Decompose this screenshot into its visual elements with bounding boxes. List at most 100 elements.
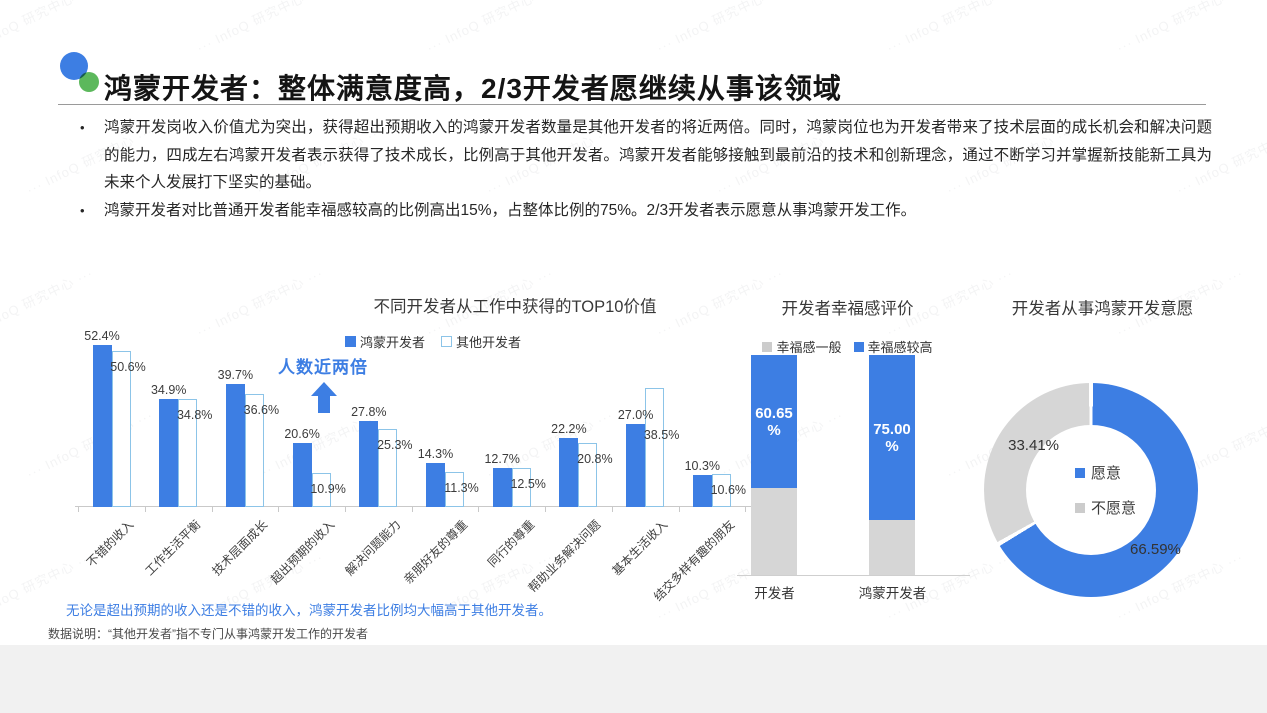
legend-label: 鸿蒙开发者 xyxy=(360,335,426,350)
data-note: 数据说明：“其他开发者”指不专门从事鸿蒙开发工作的开发者 xyxy=(48,627,368,641)
bar-other xyxy=(378,428,398,507)
axis-tick xyxy=(745,507,747,512)
legend-label: 幸福感一般 xyxy=(776,340,842,355)
bar-hongmeng xyxy=(359,421,379,507)
segment-high-happiness: 75.00% xyxy=(869,355,915,520)
bar-value-label: 20.8% xyxy=(577,451,613,466)
legend-label: 幸福感较高 xyxy=(867,340,933,355)
top10-chart-title: 不同开发者从工作中获得的TOP10价值 xyxy=(373,298,657,316)
segment-value-label: 60.65% xyxy=(755,404,793,439)
bar-value-label: 10.3% xyxy=(684,459,721,474)
category-label: 解决问题能力 xyxy=(342,517,404,579)
bar-value-label: 39.7% xyxy=(217,368,254,383)
bar-value-label: 22.2% xyxy=(551,422,587,437)
happiness-axis xyxy=(737,575,970,576)
bar-hongmeng xyxy=(426,462,445,507)
legend-item-other: 其他开发者 xyxy=(441,332,521,351)
axis-tick xyxy=(611,507,613,512)
insight-note: 无论是超出预期的收入还是不错的收入，鸿蒙开发者比例均大幅高于其他开发者。 xyxy=(66,603,552,618)
legend-item-hongmeng: 鸿蒙开发者 xyxy=(345,332,425,351)
bar-hongmeng xyxy=(92,345,112,507)
green-circle-icon xyxy=(79,72,99,92)
happiness-category-label: 鸿蒙开发者 xyxy=(858,586,927,601)
willingness-donut xyxy=(984,383,1198,597)
summary-bullets: 鸿蒙开发岗收入价值尤为突出，获得超出预期收入的鸿蒙开发者数量是其他开发者的将近两… xyxy=(76,114,1212,224)
bar-hongmeng xyxy=(225,384,245,507)
willingness-chart-title: 开发者从事鸿蒙开发意愿 xyxy=(1011,300,1194,318)
donut-legend-willing: 愿意 xyxy=(1075,462,1121,483)
legend-label: 愿意 xyxy=(1091,465,1122,482)
footer-bar: HUAWEI 极客邦科技双数研究院 InfoQ 研究中心 xyxy=(0,645,1267,713)
axis-tick xyxy=(545,507,547,512)
bar-hongmeng xyxy=(159,399,179,507)
donut-value-willing: 66.59% xyxy=(1130,541,1181,558)
bar-value-label: 50.6% xyxy=(110,359,146,374)
legend-label: 不愿意 xyxy=(1091,500,1137,517)
bar-other xyxy=(445,472,464,507)
segment-value-label: 75.00% xyxy=(873,420,911,455)
up-arrow-icon xyxy=(311,382,337,413)
slide-bullet-icon xyxy=(60,52,100,94)
bullet-item: 鸿蒙开发岗收入价值尤为突出，获得超出预期收入的鸿蒙开发者数量是其他开发者的将近两… xyxy=(76,114,1212,197)
axis-tick xyxy=(478,507,480,512)
bar-value-label: 38.5% xyxy=(643,427,680,442)
legend-item-high: 幸福感较高 xyxy=(853,337,933,356)
donut-value-unwilling: 33.41% xyxy=(1008,437,1059,454)
bar-value-label: 12.7% xyxy=(484,451,520,466)
bar-value-label: 27.0% xyxy=(617,407,654,422)
category-label: 技术层面成长 xyxy=(209,517,271,579)
axis-tick xyxy=(211,507,213,512)
category-label: 不错的收入 xyxy=(84,517,137,570)
category-label: 基本生活收入 xyxy=(609,517,671,579)
bar-value-label: 11.3% xyxy=(444,481,479,496)
category-label: 工作生活平衡 xyxy=(142,517,204,579)
category-label: 超出预期的收入 xyxy=(267,517,337,587)
bar-value-label: 14.3% xyxy=(417,446,454,461)
blue-square-icon xyxy=(345,336,356,347)
axis-tick xyxy=(278,507,280,512)
segment-high-happiness: 60.65% xyxy=(751,355,797,489)
axis-tick xyxy=(144,507,146,512)
outline-square-icon xyxy=(441,336,453,347)
bar-other xyxy=(511,468,531,507)
gray-square-icon xyxy=(762,341,773,352)
happiness-legend: 幸福感一般 幸福感较高 xyxy=(740,337,955,356)
bullet-item: 鸿蒙开发者对比普通开发者能幸福感较高的比例高出15%，占整体比例的75%。2/3… xyxy=(76,197,1212,225)
bar-other xyxy=(178,399,198,507)
bar-value-label: 10.6% xyxy=(710,483,747,498)
annotation-text: 人数近两倍 xyxy=(278,358,368,377)
happiness-bars: 60.65% 75.00% xyxy=(737,355,970,575)
bar-hongmeng xyxy=(492,467,512,507)
axis-tick xyxy=(78,507,80,512)
bar-hongmeng xyxy=(559,438,579,507)
bar-value-label: 34.8% xyxy=(176,408,213,423)
stacked-column: 60.65% xyxy=(751,355,797,575)
segment-normal-happiness xyxy=(751,488,797,575)
category-label: 亲朋好友的尊重 xyxy=(401,517,471,587)
bar-other xyxy=(311,473,331,507)
title-divider xyxy=(58,104,1206,105)
donut-legend-unwilling: 不愿意 xyxy=(1075,497,1136,518)
page-title: 鸿蒙开发者：整体满意度高，2/3开发者愿继续从事该领域 xyxy=(104,72,842,104)
bar-other xyxy=(711,474,731,507)
happiness-category-label: 开发者 xyxy=(754,586,795,601)
donut-hole xyxy=(1026,425,1156,555)
bar-hongmeng xyxy=(292,443,312,507)
blue-square-icon xyxy=(853,341,864,352)
top10-plot: 52.4% 50.6% 不错的收入 34.9% 34.8% 工作生活平衡 39.7% 36.6… xyxy=(75,329,761,604)
segment-normal-happiness xyxy=(869,520,915,575)
bar-value-label: 34.9% xyxy=(150,383,187,398)
stacked-column: 75.00% xyxy=(869,355,915,575)
bar-value-label: 27.8% xyxy=(351,405,387,420)
top10-legend: 鸿蒙开发者 其他开发者 xyxy=(345,332,521,351)
category-label: 同行的尊重 xyxy=(484,517,538,570)
axis-tick xyxy=(411,507,413,512)
legend-label: 其他开发者 xyxy=(456,335,522,350)
gray-square-icon xyxy=(1075,502,1085,513)
bar-other xyxy=(578,442,598,507)
legend-item-normal: 幸福感一般 xyxy=(762,337,842,356)
bar-other xyxy=(111,350,131,507)
bar-hongmeng xyxy=(626,423,646,507)
happiness-chart-title: 开发者幸福感评价 xyxy=(781,300,914,318)
